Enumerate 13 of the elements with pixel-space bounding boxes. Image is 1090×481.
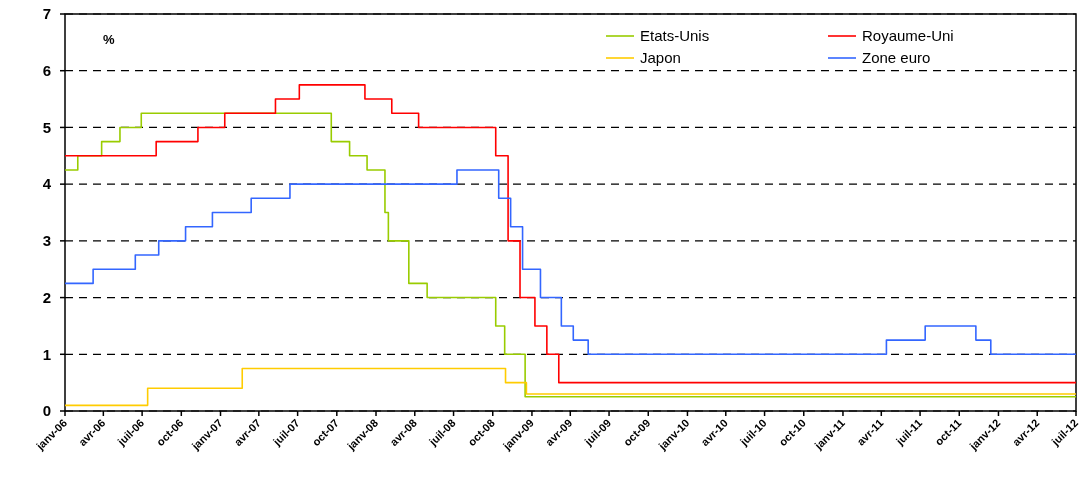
legend-label: Zone euro bbox=[862, 49, 931, 67]
legend-label: Japon bbox=[640, 49, 681, 67]
annotation: % bbox=[103, 32, 115, 47]
y-tick-label: 5 bbox=[42, 118, 51, 136]
y-tick-label: 6 bbox=[42, 61, 51, 79]
y-tick-label: 2 bbox=[42, 288, 51, 306]
y-tick-label: 1 bbox=[42, 345, 51, 363]
legend-label: Royaume-Uni bbox=[862, 27, 954, 45]
y-tick-label: 3 bbox=[42, 232, 51, 250]
y-tick-label: 7 bbox=[42, 5, 51, 23]
y-tick-label: 4 bbox=[42, 175, 52, 193]
legend-label: Etats-Unis bbox=[640, 27, 710, 45]
y-tick-label: 0 bbox=[42, 402, 51, 420]
